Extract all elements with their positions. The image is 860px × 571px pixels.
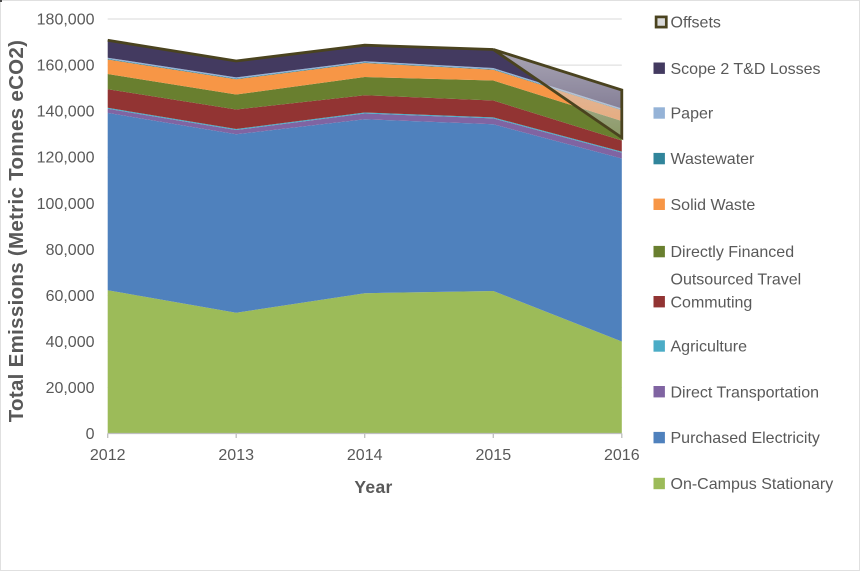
svg-text:Year: Year [354, 477, 392, 497]
svg-text:2016: 2016 [604, 447, 640, 464]
svg-text:180,000: 180,000 [37, 12, 95, 29]
svg-text:120,000: 120,000 [37, 150, 95, 167]
svg-text:Offsets: Offsets [671, 15, 721, 32]
svg-text:Wastewater: Wastewater [671, 151, 756, 168]
svg-text:Outsourced Travel: Outsourced Travel [671, 272, 802, 289]
svg-text:160,000: 160,000 [37, 58, 95, 75]
svg-text:140,000: 140,000 [37, 104, 95, 121]
svg-text:Commuting: Commuting [671, 294, 753, 311]
svg-text:60,000: 60,000 [46, 288, 95, 305]
svg-text:Total Emissions (Metric Tonnes: Total Emissions (Metric Tonnes eCO2) [5, 40, 28, 423]
svg-text:2014: 2014 [347, 447, 383, 464]
svg-text:Paper: Paper [671, 106, 714, 123]
svg-text:Directly Financed: Directly Financed [671, 244, 795, 261]
svg-text:On-Campus Stationary: On-Campus Stationary [671, 476, 834, 493]
svg-text:2015: 2015 [476, 447, 512, 464]
svg-text:0: 0 [86, 426, 95, 443]
svg-text:100,000: 100,000 [37, 196, 95, 213]
svg-text:Scope 2 T&D Losses: Scope 2 T&D Losses [671, 61, 821, 78]
svg-text:40,000: 40,000 [46, 334, 95, 351]
svg-text:20,000: 20,000 [46, 380, 95, 397]
svg-text:2013: 2013 [218, 447, 254, 464]
svg-text:2012: 2012 [90, 447, 126, 464]
svg-text:80,000: 80,000 [46, 242, 95, 259]
svg-text:Solid Waste: Solid Waste [671, 197, 756, 214]
svg-text:Direct Transportation: Direct Transportation [671, 384, 820, 401]
svg-text:Purchased Electricity: Purchased Electricity [671, 430, 820, 447]
svg-text:Agriculture: Agriculture [671, 339, 748, 356]
